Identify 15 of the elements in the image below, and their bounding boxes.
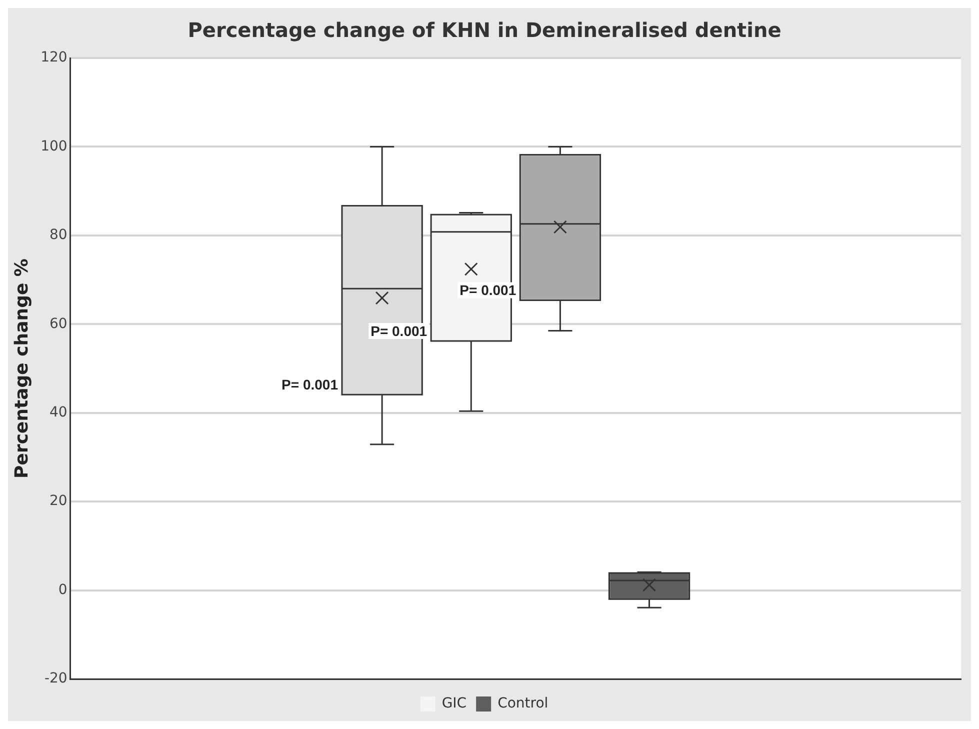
legend-label: Control (498, 696, 548, 712)
y-tick-label: 100 (40, 138, 68, 154)
y-tick-label: 20 (49, 493, 68, 510)
y-tick-label: 120 (40, 50, 68, 66)
y-tick-label: 0 (58, 582, 68, 598)
y-tick-label: -20 (44, 670, 68, 687)
legend-label: GIC (442, 696, 467, 712)
chart-title: Percentage change of KHN in Demineralised dentine (188, 18, 782, 42)
annotation: P= 0.001 (370, 322, 428, 339)
y-tick-label: 80 (49, 227, 68, 244)
y-tick-label: 60 (49, 316, 68, 332)
annotation: P= 0.001 (282, 376, 338, 393)
y-axis-title: Percentage change % (11, 258, 32, 478)
annotation: P= 0.001 (460, 282, 516, 298)
y-tick-label: 40 (49, 404, 68, 420)
